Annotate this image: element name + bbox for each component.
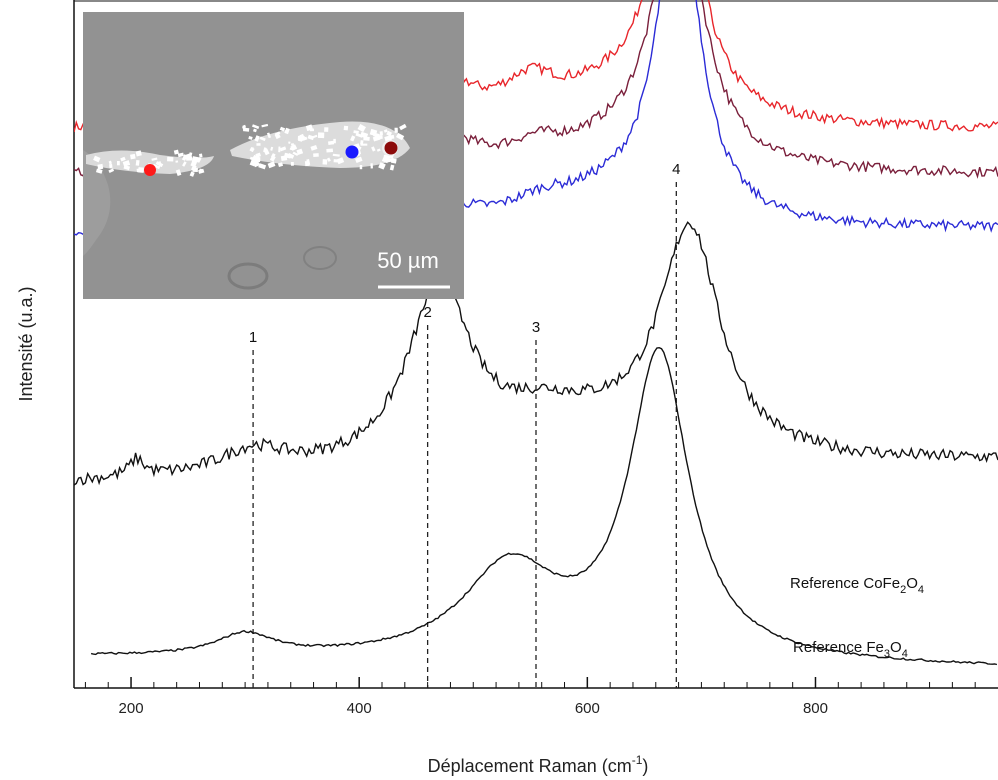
series-line-4 — [90, 346, 998, 666]
y-axis-label: Intensité (u.a.) — [16, 286, 36, 401]
x-tick-label: 800 — [803, 700, 828, 717]
inset-micrograph: 50 µm — [83, 12, 464, 299]
x-axis-label: Déplacement Raman (cm-1) — [428, 753, 649, 776]
peak-label-1: 1 — [249, 329, 257, 346]
x-tick-label: 400 — [347, 700, 372, 717]
peak-markers: 1 2 3 4 — [249, 161, 680, 688]
x-major-ticks: 200 400 600 800 — [119, 677, 828, 717]
scale-bar-label: 50 µm — [377, 248, 439, 273]
x-minor-ticks — [84, 682, 976, 688]
peak-label-2: 2 — [423, 304, 431, 321]
label-reference-cofe2o4: Reference CoFe2O4 — [790, 575, 924, 596]
label-reference-fe3o4: Reference Fe3O4 — [793, 639, 908, 660]
inset-marker-blue — [345, 145, 359, 159]
x-tick-label: 600 — [575, 700, 600, 717]
series-line-3 — [74, 221, 998, 486]
peak-label-4: 4 — [672, 161, 680, 178]
peak-label-3: 3 — [532, 319, 540, 336]
x-tick-label: 200 — [119, 700, 144, 717]
inset-marker-dark-red — [384, 141, 398, 155]
inset-marker-red — [144, 164, 156, 176]
